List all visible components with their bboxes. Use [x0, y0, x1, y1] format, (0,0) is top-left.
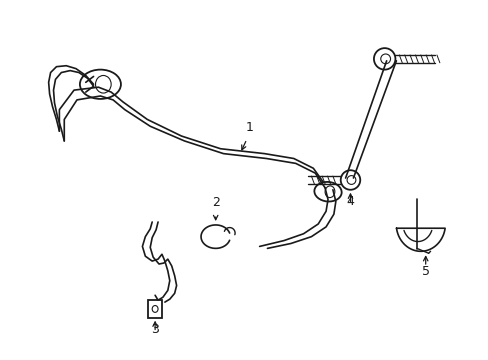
- Text: 5: 5: [421, 265, 429, 278]
- Ellipse shape: [340, 170, 360, 190]
- Ellipse shape: [80, 69, 121, 99]
- Text: 1: 1: [245, 121, 253, 134]
- Ellipse shape: [95, 76, 111, 93]
- Text: 2: 2: [211, 196, 219, 209]
- Ellipse shape: [152, 306, 158, 312]
- Ellipse shape: [373, 48, 395, 69]
- Text: 4: 4: [346, 195, 354, 208]
- Text: 3: 3: [151, 323, 159, 336]
- FancyBboxPatch shape: [148, 300, 162, 318]
- Ellipse shape: [314, 182, 341, 202]
- Ellipse shape: [346, 176, 355, 184]
- Ellipse shape: [380, 54, 390, 64]
- Ellipse shape: [325, 186, 334, 198]
